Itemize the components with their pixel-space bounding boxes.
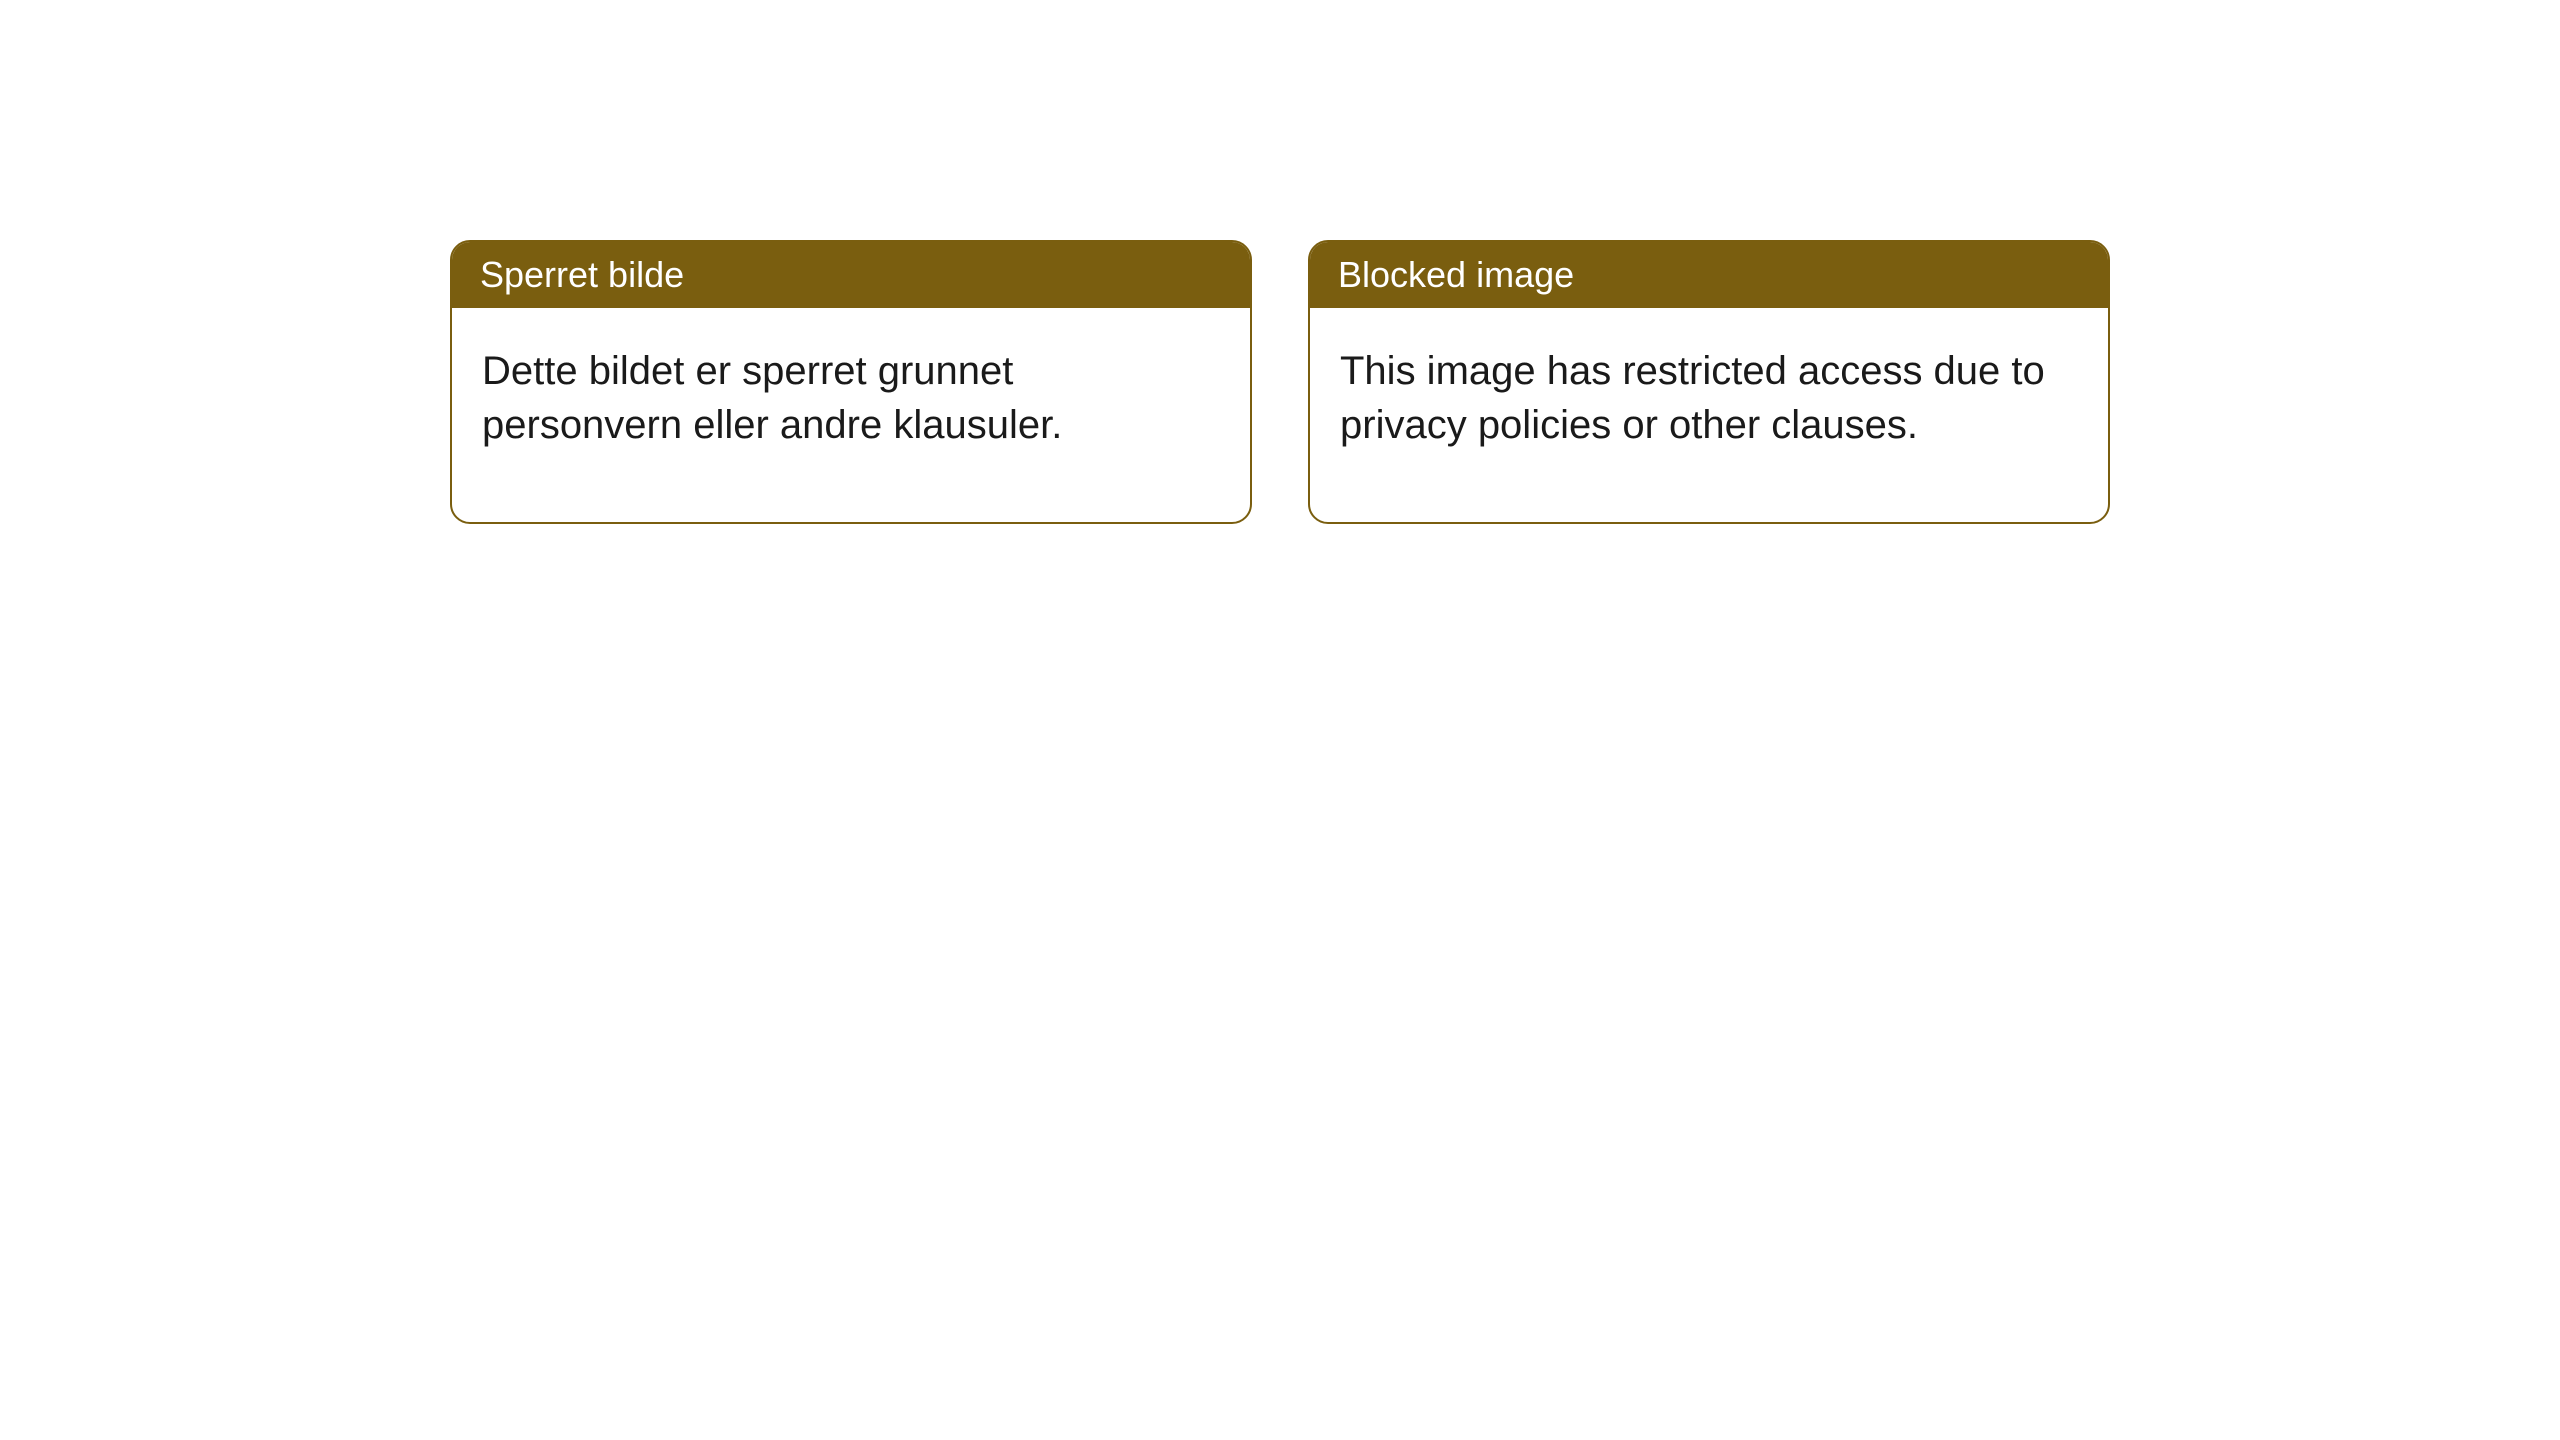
card-header-english: Blocked image: [1310, 242, 2108, 308]
blocked-image-card-english: Blocked image This image has restricted …: [1308, 240, 2110, 524]
card-header-norwegian: Sperret bilde: [452, 242, 1250, 308]
notice-container: Sperret bilde Dette bildet er sperret gr…: [450, 240, 2110, 524]
card-title-english: Blocked image: [1338, 254, 1574, 295]
card-message-english: This image has restricted access due to …: [1340, 349, 2045, 447]
card-body-norwegian: Dette bildet er sperret grunnet personve…: [452, 308, 1250, 522]
blocked-image-card-norwegian: Sperret bilde Dette bildet er sperret gr…: [450, 240, 1252, 524]
card-body-english: This image has restricted access due to …: [1310, 308, 2108, 522]
card-message-norwegian: Dette bildet er sperret grunnet personve…: [482, 349, 1062, 447]
card-title-norwegian: Sperret bilde: [480, 254, 684, 295]
